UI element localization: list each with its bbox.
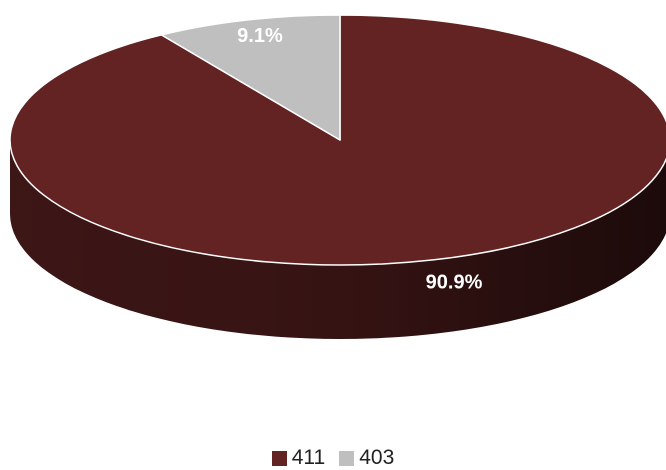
pie-slice-411 [9, 14, 666, 266]
legend-item-403: 403 [339, 446, 394, 470]
legend-label-403: 403 [359, 446, 395, 469]
pie-slice-403 [160, 14, 341, 141]
pie-side-411 [10, 140, 666, 339]
pie-chart: 90.9% 9.1% [9, 14, 666, 339]
legend-swatch-403 [339, 450, 355, 466]
legend-swatch-411 [271, 450, 287, 466]
data-label-403: 9.1% [237, 25, 283, 47]
legend: 411 403 [0, 446, 666, 470]
data-label-411: 90.9% [426, 271, 483, 293]
legend-item-411: 411 [271, 446, 326, 470]
legend-label-411: 411 [291, 446, 326, 469]
